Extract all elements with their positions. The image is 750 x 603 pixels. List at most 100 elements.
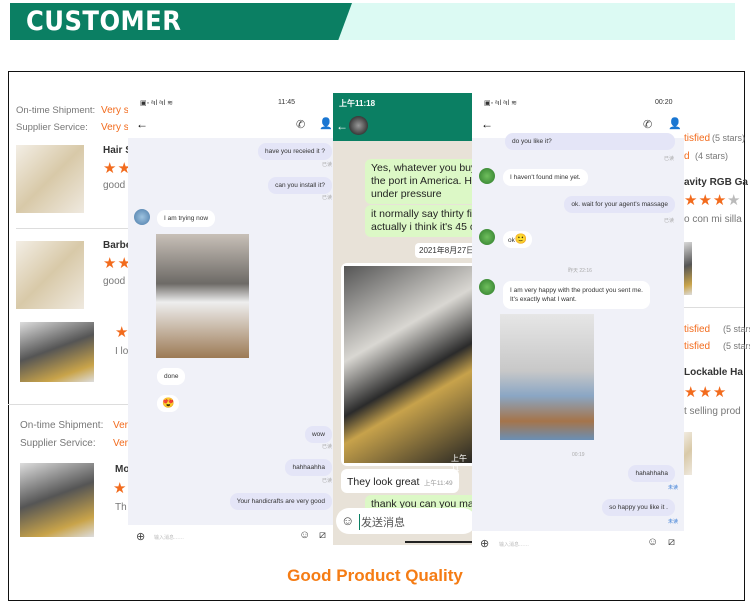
- stars-count: (5 stars): [712, 133, 746, 143]
- message-input[interactable]: 输入消息……: [499, 542, 530, 548]
- message-input[interactable]: [336, 508, 473, 534]
- profile-icon[interactable]: 👤: [668, 118, 682, 130]
- product-image[interactable]: [682, 432, 692, 475]
- message-received: They look great 上午11:49: [341, 469, 459, 493]
- divider: [8, 404, 130, 405]
- add-icon[interactable]: ⊕: [480, 538, 490, 550]
- message-sent: hahahhaha: [628, 465, 675, 482]
- status-time: 11:45: [278, 99, 295, 106]
- image-icon[interactable]: ⧄: [668, 536, 675, 548]
- review-text: good p: [103, 180, 134, 191]
- shipment-rating: Ver: [113, 420, 129, 431]
- product-image[interactable]: [16, 241, 84, 309]
- profile-icon[interactable]: 👤: [319, 118, 333, 130]
- message-sent: ok. wait for your agent's massage: [564, 196, 675, 213]
- stars-count: (4 stars): [695, 151, 729, 161]
- message-input[interactable]: 输入消息……: [154, 535, 185, 541]
- screenshot-frame: [8, 71, 745, 601]
- avatar[interactable]: [349, 116, 368, 135]
- read-status: 已读: [321, 162, 332, 168]
- chat-screenshot-2: 上午11:18 ← Yes, whatever you buy the port …: [333, 93, 473, 545]
- stars-count: (5 stars): [723, 324, 750, 334]
- message-received: done: [157, 368, 186, 385]
- read-status: 已读: [321, 478, 332, 484]
- stars-count: (5 stars): [723, 341, 750, 351]
- star-rating: ★: [113, 480, 128, 497]
- emoji: 🙂: [514, 234, 528, 245]
- input-bar: [128, 525, 334, 549]
- message-line: I am very happy with the product you sen…: [510, 287, 643, 294]
- emoji-icon[interactable]: ☺: [341, 513, 355, 528]
- review-text: good p: [103, 276, 134, 287]
- review-title[interactable]: Lockable Ha: [684, 367, 743, 378]
- review-text: I lo: [115, 346, 129, 357]
- footer-caption: Good Product Quality: [287, 566, 463, 585]
- avatar[interactable]: [479, 168, 495, 184]
- service-rating: Ver: [113, 438, 129, 449]
- phone-call-icon[interactable]: ✆: [296, 119, 306, 131]
- star-rating: ★: [115, 324, 130, 341]
- service-label: Supplier Service:: [16, 122, 88, 133]
- chat-screenshot-3: ▣◦ ᵃıl ᵃıl ≋ 00:20 ← ✆ 👤 do you like it?…: [472, 93, 684, 556]
- review-title[interactable]: Mo: [115, 464, 130, 475]
- message-sent: have you receied it ?: [258, 143, 332, 160]
- chat-screenshot-1: ▣◦ ᵃıl ᵃıl ≋ 11:45 ← ✆ 👤 have you receie…: [128, 93, 334, 549]
- page-title: CUSTOMER FEEDBACK: [26, 6, 182, 68]
- message-text: ok: [508, 237, 515, 244]
- add-icon[interactable]: ⊕: [136, 531, 146, 543]
- review-text: t selling prod: [684, 406, 741, 417]
- status-time: 00:20: [655, 99, 673, 106]
- message-line: It's exactly what I want.: [510, 296, 577, 303]
- divider: [683, 307, 744, 308]
- back-arrow-icon[interactable]: ←: [336, 119, 348, 133]
- photo-message[interactable]: [500, 314, 594, 440]
- photo-message[interactable]: [341, 263, 473, 466]
- home-indicator: [405, 541, 473, 543]
- review-title[interactable]: Hair S: [103, 145, 132, 156]
- message-sent: Your handicrafts are very good: [229, 493, 332, 510]
- phone-call-icon[interactable]: ✆: [643, 119, 653, 131]
- product-image[interactable]: [20, 322, 94, 382]
- message-sent: Yes, whatever you buy the port in America…: [365, 159, 473, 204]
- read-status: 未读: [667, 485, 678, 491]
- message-received: I haven't found mine yet.: [503, 169, 588, 186]
- read-status: 已读: [321, 444, 332, 450]
- product-image[interactable]: [20, 463, 94, 537]
- back-arrow-icon[interactable]: ←: [481, 117, 493, 131]
- rating-text: tisfied: [684, 133, 711, 144]
- photo-message[interactable]: [156, 234, 249, 358]
- message-line: the port in America. H: [371, 175, 472, 187]
- read-status: 已读: [321, 195, 332, 201]
- star-rating: ★★★: [684, 192, 728, 209]
- emoji-icon[interactable]: ☺: [299, 529, 311, 541]
- product-image[interactable]: [682, 242, 692, 295]
- review-text: Th: [115, 502, 127, 513]
- time-divider: 00:19: [572, 452, 585, 458]
- avatar[interactable]: [479, 229, 495, 245]
- review-title[interactable]: avity RGB Ga: [684, 177, 748, 188]
- star-rating: ★★★: [684, 384, 728, 401]
- message-sent: wow: [304, 426, 332, 443]
- divider: [16, 228, 130, 229]
- avatar[interactable]: [134, 209, 150, 225]
- message-received: I am trying now: [157, 210, 216, 227]
- message-time: 上午11:49: [423, 480, 453, 487]
- message-received: I am very happy with the product you sen…: [503, 281, 650, 309]
- back-arrow-icon[interactable]: ←: [136, 117, 148, 131]
- message-text: They look great: [347, 476, 420, 488]
- rating-text: tisfied: [684, 341, 711, 352]
- image-icon[interactable]: ⧄: [319, 529, 326, 541]
- review-title[interactable]: Barber: [103, 240, 136, 251]
- service-rating: Very sa: [101, 122, 135, 133]
- avatar[interactable]: [479, 279, 495, 295]
- message-sent: hahhaahha: [285, 459, 332, 476]
- product-image[interactable]: [16, 145, 84, 213]
- status-icons: ▣◦ ᵃıl ᵃıl ≋: [140, 100, 174, 107]
- service-label: Supplier Service:: [20, 438, 96, 449]
- message-received: ok🙂: [503, 231, 533, 248]
- message-line: actually i think it's 45 c: [371, 221, 473, 233]
- message-line: under pressure: [371, 188, 442, 200]
- message-input-placeholder[interactable]: 发送消息: [359, 514, 405, 530]
- chat-header: [128, 93, 334, 138]
- emoji-icon[interactable]: ☺: [647, 536, 659, 548]
